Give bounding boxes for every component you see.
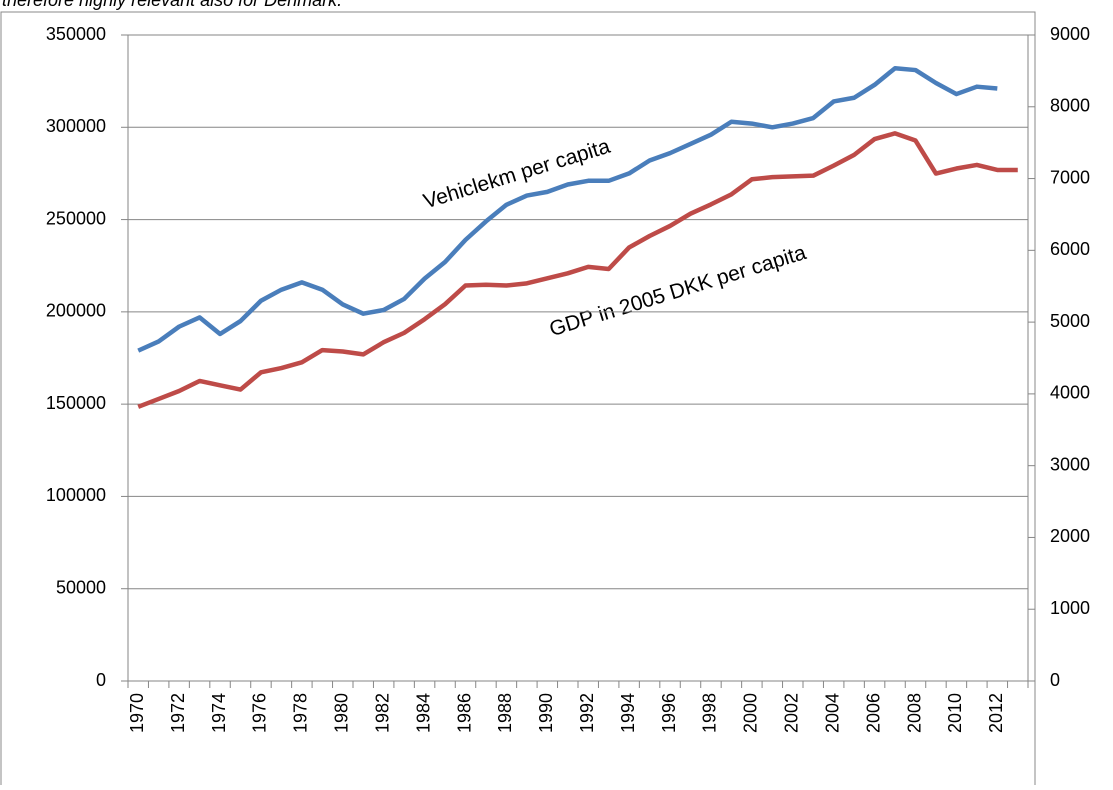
x-tick-label: 2010 xyxy=(945,693,965,733)
series-label: GDP in 2005 DKK per capita xyxy=(547,241,809,341)
y2-tick-label: 3000 xyxy=(1050,454,1090,474)
y2-tick-label: 5000 xyxy=(1050,311,1090,331)
y-tick-label: 250000 xyxy=(46,208,106,228)
series-line xyxy=(137,65,998,353)
y2-tick-label: 1000 xyxy=(1050,598,1090,618)
x-tick-label: 1996 xyxy=(659,693,679,733)
y-tick-label: 200000 xyxy=(46,301,106,321)
x-tick-label: 1970 xyxy=(127,693,147,733)
x-tick-label: 2004 xyxy=(822,693,842,733)
y-tick-label: 0 xyxy=(96,670,106,690)
y-tick-label: 350000 xyxy=(46,24,106,44)
x-tick-label: 1978 xyxy=(291,693,311,733)
x-tick-label: 2008 xyxy=(904,693,924,733)
y2-tick-label: 8000 xyxy=(1050,96,1090,116)
x-tick-label: 1972 xyxy=(168,693,188,733)
x-tick-label: 1982 xyxy=(372,693,392,733)
y2-tick-label: 6000 xyxy=(1050,239,1090,259)
x-tick-label: 2012 xyxy=(986,693,1006,733)
x-tick-label: 2002 xyxy=(782,693,802,733)
y-tick-label: 50000 xyxy=(56,577,106,597)
x-tick-label: 2006 xyxy=(863,693,883,733)
x-tick-label: 1984 xyxy=(413,693,433,733)
series-line xyxy=(137,131,1018,409)
x-tick-label: 1986 xyxy=(454,693,474,733)
x-tick-label: 1980 xyxy=(332,693,352,733)
y2-tick-label: 0 xyxy=(1050,670,1060,690)
x-tick-label: 1994 xyxy=(618,693,638,733)
x-tick-label: 1992 xyxy=(577,693,597,733)
x-tick-label: 1974 xyxy=(209,693,229,733)
x-tick-label: 2000 xyxy=(741,693,761,733)
x-tick-label: 1988 xyxy=(495,693,515,733)
y2-tick-label: 4000 xyxy=(1050,383,1090,403)
y-tick-label: 300000 xyxy=(46,116,106,136)
frame xyxy=(0,11,1036,790)
y-tick-label: 100000 xyxy=(46,485,106,505)
x-tick-label: 1998 xyxy=(700,693,720,733)
y2-tick-label: 7000 xyxy=(1050,167,1090,187)
y2-tick-label: 9000 xyxy=(1050,24,1090,44)
y-tick-label: 150000 xyxy=(46,393,106,413)
y2-tick-label: 2000 xyxy=(1050,526,1090,546)
x-tick-label: 1976 xyxy=(250,693,270,733)
caption: therefore highly relevant also for Denma… xyxy=(2,0,342,10)
x-tick-label: 1990 xyxy=(536,693,556,733)
